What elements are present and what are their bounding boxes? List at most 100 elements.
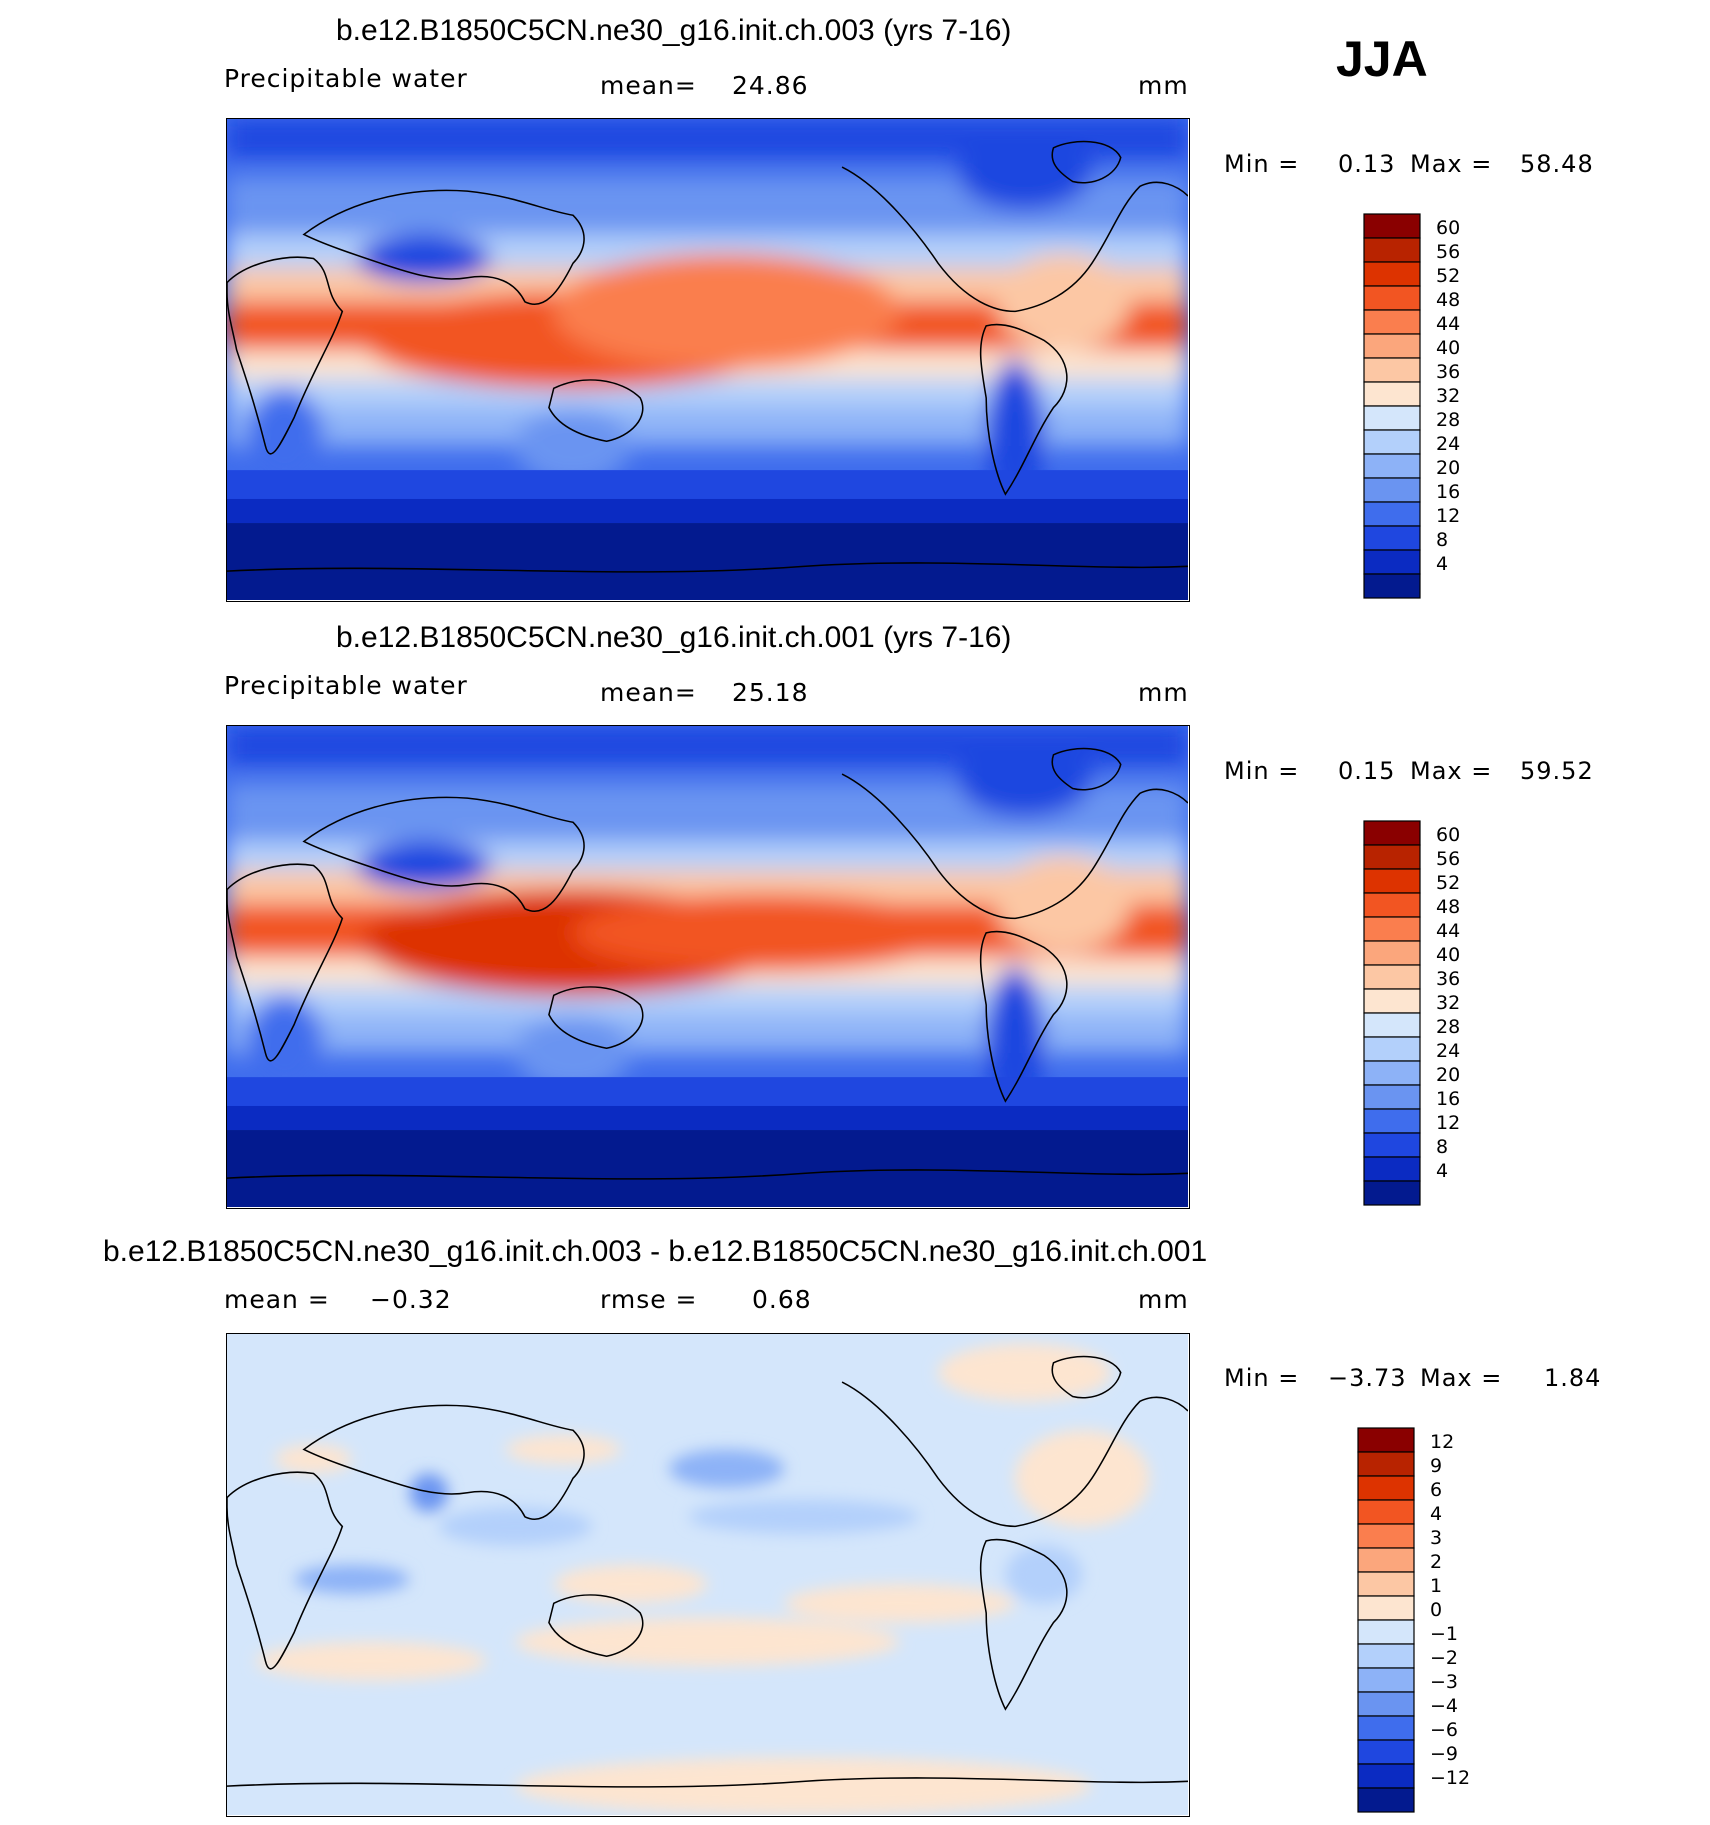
colorbar-swatch — [1357, 1523, 1415, 1549]
colorbar-swatch — [1357, 1475, 1415, 1501]
colorbar-tick-label: 32 — [1436, 385, 1460, 407]
colorbar-swatch — [1357, 1547, 1415, 1573]
panel1-title: b.e12.B1850C5CN.ne30_g16.init.ch.003 (yr… — [336, 14, 1012, 47]
colorbar-tick-label: 24 — [1436, 433, 1460, 455]
colorbar-tick-label: 56 — [1436, 848, 1460, 870]
colorbar-swatch — [1363, 964, 1421, 990]
colorbar-swatch — [1363, 1036, 1421, 1062]
colorbar-tick-label: −9 — [1430, 1743, 1458, 1765]
colorbar-tick-label: 28 — [1436, 1016, 1460, 1038]
colorbar-tick-label: 9 — [1430, 1455, 1442, 1477]
colorbar-swatch — [1357, 1571, 1415, 1597]
panel3-max-label: Max = — [1420, 1364, 1503, 1392]
colorbar-tick-label: 40 — [1436, 944, 1460, 966]
panel1-min-label: Min = — [1224, 150, 1300, 178]
colorbar-tick-label: 3 — [1430, 1527, 1442, 1549]
colorbar-swatch — [1363, 549, 1421, 575]
panel3-mean-label: mean = — [224, 1285, 330, 1314]
colorbar-swatch — [1363, 940, 1421, 966]
colorbar-tick-label: 44 — [1436, 920, 1460, 942]
colorbar-swatch — [1357, 1451, 1415, 1477]
colorbar-swatch — [1357, 1499, 1415, 1525]
colorbar-tick-label: −6 — [1430, 1719, 1458, 1741]
colorbar-tick-label: 12 — [1436, 505, 1460, 527]
colorbar-swatch — [1363, 1108, 1421, 1134]
colorbar-swatch — [1363, 1012, 1421, 1038]
colorbar-tick-label: 4 — [1430, 1503, 1442, 1525]
colorbar-swatch — [1357, 1763, 1415, 1789]
colorbar-swatch — [1363, 261, 1421, 287]
panel2-units: mm — [1138, 678, 1189, 707]
colorbar-swatch — [1357, 1739, 1415, 1765]
colorbar-tick-label: 1 — [1430, 1575, 1442, 1597]
colorbar-tick-label: 8 — [1436, 529, 1448, 551]
colorbar-swatch — [1357, 1787, 1415, 1813]
panel2-max-label: Max = — [1410, 757, 1493, 785]
panel2-colorbar: 60 56 52 48 44 40 36 32 28 24 20 16 12 8 4 — [1362, 819, 1522, 1206]
colorbar-swatch — [1357, 1715, 1415, 1741]
colorbar-tick-label: 16 — [1436, 481, 1460, 503]
panel1-max-label: Max = — [1410, 150, 1493, 178]
colorbar-tick-label: 32 — [1436, 992, 1460, 1014]
colorbar-swatch — [1363, 477, 1421, 503]
colorbar-tick-label: 12 — [1436, 1112, 1460, 1134]
colorbar-swatch — [1363, 988, 1421, 1014]
colorbar-tick-label: −4 — [1430, 1695, 1458, 1717]
colorbar-swatch — [1363, 453, 1421, 479]
colorbar-tick-label: 16 — [1436, 1088, 1460, 1110]
season-label: JJA — [1336, 31, 1428, 87]
panel1-map — [226, 118, 1190, 602]
colorbar-tick-label: 52 — [1436, 265, 1460, 287]
colorbar-swatch — [1363, 868, 1421, 894]
colorbar-swatch — [1363, 1084, 1421, 1110]
colorbar-tick-label: 48 — [1436, 289, 1460, 311]
colorbar-tick-label: −3 — [1430, 1671, 1458, 1693]
colorbar-tick-label: 52 — [1436, 872, 1460, 894]
colorbar-tick-label: 6 — [1430, 1479, 1442, 1501]
colorbar-swatch — [1363, 573, 1421, 599]
colorbar-tick-label: 40 — [1436, 337, 1460, 359]
colorbar-swatch — [1363, 357, 1421, 383]
colorbar-tick-label: −2 — [1430, 1647, 1458, 1669]
colorbar-swatch — [1357, 1643, 1415, 1669]
panel1-mean-value: 24.86 — [732, 71, 809, 100]
colorbar-swatch — [1363, 309, 1421, 335]
panel3-field — [227, 1334, 1188, 1815]
colorbar-swatch — [1363, 501, 1421, 527]
colorbar-swatch — [1363, 1156, 1421, 1182]
panel1-units: mm — [1138, 71, 1189, 100]
colorbar-swatch — [1363, 429, 1421, 455]
colorbar-tick-label: 36 — [1436, 968, 1460, 990]
panel3-max-value: 1.84 — [1544, 1364, 1602, 1392]
panel1-mean-label: mean= — [600, 71, 697, 100]
colorbar-swatch — [1363, 381, 1421, 407]
colorbar-tick-label: 0 — [1430, 1599, 1442, 1621]
panel3-mean-value: −0.32 — [370, 1285, 452, 1314]
colorbar-swatch — [1363, 285, 1421, 311]
panel3-colorbar: 12 9 6 4 3 2 1 0 −1 −2 −3 −4 −6 −9 −12 — [1356, 1426, 1526, 1813]
colorbar-tick-label: 8 — [1436, 1136, 1448, 1158]
colorbar-swatch — [1363, 213, 1421, 239]
panel3-units: mm — [1138, 1285, 1189, 1314]
panel3-min-label: Min = — [1224, 1364, 1300, 1392]
panel2-field — [227, 726, 1188, 1207]
colorbar-tick-label: −1 — [1430, 1623, 1458, 1645]
colorbar-swatch — [1363, 1132, 1421, 1158]
colorbar-tick-label: −12 — [1430, 1767, 1470, 1789]
panel2-mean-label: mean= — [600, 678, 697, 707]
panel3-title: b.e12.B1850C5CN.ne30_g16.init.ch.003 - b… — [103, 1235, 1208, 1268]
colorbar-swatch — [1363, 237, 1421, 263]
colorbar-tick-label: 4 — [1436, 1160, 1448, 1182]
colorbar-tick-label: 60 — [1436, 217, 1460, 239]
panel3-rmse-label: rmse = — [600, 1285, 698, 1314]
colorbar-swatch — [1363, 525, 1421, 551]
colorbar-swatch — [1363, 405, 1421, 431]
colorbar-swatch — [1363, 892, 1421, 918]
colorbar-swatch — [1357, 1619, 1415, 1645]
panel2-mean-value: 25.18 — [732, 678, 809, 707]
colorbar-swatch — [1363, 916, 1421, 942]
panel2-title: b.e12.B1850C5CN.ne30_g16.init.ch.001 (yr… — [336, 621, 1012, 654]
